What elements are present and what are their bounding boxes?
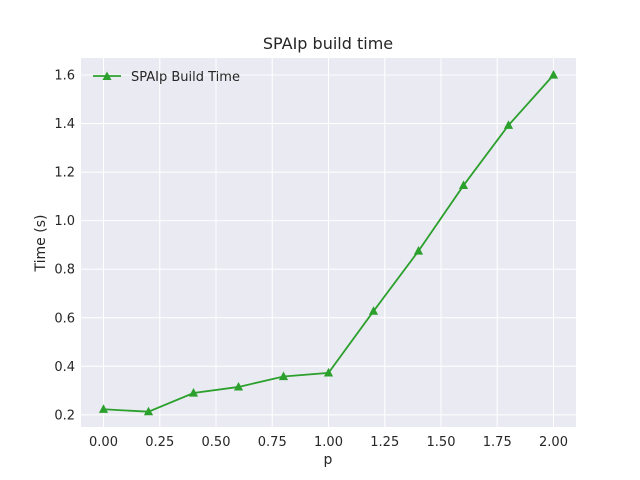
series: [98, 69, 559, 416]
data-point-marker: [458, 180, 469, 190]
x-axis-label: p: [324, 452, 333, 468]
y-tick-label: 0.4: [54, 360, 75, 375]
x-tick-label: 0.25: [145, 435, 174, 450]
data-point-marker: [98, 404, 109, 413]
y-tick-labels: 0.2 0.4 0.6 0.8 1.0 1.2 1.4 1.6: [54, 68, 75, 423]
y-tick-label: 1.0: [54, 214, 75, 229]
grid: [81, 58, 576, 427]
legend-marker: [102, 71, 112, 80]
data-point-marker: [188, 388, 199, 397]
x-tick-label: 1.50: [427, 435, 456, 450]
y-tick-label: 1.6: [54, 68, 75, 83]
x-tick-label: 1.75: [483, 435, 512, 450]
chart-title: SPAIp build time: [263, 34, 393, 53]
y-tick-label: 1.2: [54, 166, 75, 181]
x-tick-label: 1.25: [370, 435, 399, 450]
x-tick-label: 2.00: [539, 435, 568, 450]
x-tick-labels: 0.00 0.25 0.50 0.75 1.00 1.25 1.50 1.75 2.00: [89, 435, 568, 450]
x-tick-label: 0.75: [258, 435, 287, 450]
data-point-marker: [548, 69, 559, 79]
y-tick-label: 0.2: [54, 408, 75, 423]
x-tick-label: 0.50: [202, 435, 231, 450]
y-axis-label: Time (s): [33, 215, 49, 273]
data-point-marker: [503, 120, 514, 129]
data-point-marker: [323, 367, 334, 377]
data-point-marker: [413, 245, 424, 255]
data-point-marker: [233, 381, 244, 391]
y-tick-label: 0.6: [54, 311, 75, 326]
data-point-marker: [278, 371, 289, 381]
y-tick-label: 0.8: [54, 263, 75, 278]
y-tick-label: 1.4: [54, 117, 75, 132]
x-tick-label: 1.00: [314, 435, 343, 450]
x-tick-label: 0.00: [89, 435, 118, 450]
data-point-marker: [143, 406, 154, 416]
data-point-marker: [368, 306, 379, 315]
legend: SPAIp Build Time: [93, 70, 240, 85]
legend-label: SPAIp Build Time: [131, 70, 240, 85]
